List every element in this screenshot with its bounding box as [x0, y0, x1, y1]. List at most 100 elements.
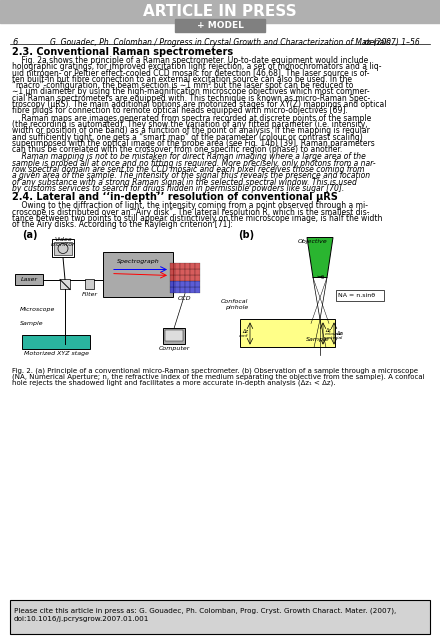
- Text: (b): (b): [238, 230, 254, 241]
- Text: (NA, Numerical Aperture; n, the refractive index of the medium separating the ob: (NA, Numerical Aperture; n, the refracti…: [12, 374, 425, 380]
- Bar: [185, 275, 190, 282]
- Text: Computer: Computer: [158, 346, 190, 351]
- Bar: [190, 264, 195, 269]
- Text: θ: θ: [321, 275, 324, 280]
- Bar: [175, 19, 265, 32]
- Text: (the recording is automated). They show the variation of any fitted parameter (i: (the recording is automated). They show …: [12, 120, 368, 129]
- Text: monitor: monitor: [51, 243, 75, 248]
- Bar: [185, 264, 190, 269]
- Text: of any substance with a strong Raman signal in the selected spectral window. Thi: of any substance with a strong Raman sig…: [12, 178, 357, 187]
- Text: width or position of one band) as a function of the point of analysis. If the ma: width or position of one band) as a func…: [12, 126, 370, 135]
- Bar: [170, 269, 175, 275]
- Bar: [170, 275, 175, 282]
- Bar: [180, 275, 185, 282]
- Bar: [195, 275, 200, 282]
- Text: Fig. 2a shows the principle of a Raman spectrometer. Up-to-date equipment would : Fig. 2a shows the principle of a Raman s…: [12, 56, 368, 65]
- Text: 2.4. Lateral and ‘‘in-depth’’ resolution of conventional μRS: 2.4. Lateral and ‘‘in-depth’’ resolution…: [12, 192, 338, 202]
- Bar: [180, 264, 185, 269]
- Text: coloured: coloured: [325, 333, 344, 337]
- Bar: [175, 275, 180, 282]
- Text: a given area of the sample. The intensity of the signal thus reveals the presenc: a given area of the sample. The intensit…: [12, 172, 370, 180]
- Bar: [175, 282, 180, 287]
- Bar: [175, 264, 180, 269]
- Bar: [165, 330, 183, 342]
- Bar: [336, 291, 384, 301]
- Bar: [190, 287, 195, 294]
- Text: can thus be correlated with the crossover from one specific region (phase) to an: can thus be correlated with the crossove…: [12, 145, 342, 154]
- Bar: [180, 287, 185, 294]
- Bar: [190, 275, 195, 282]
- Bar: [54, 243, 72, 255]
- Text: NA = n.sinθ: NA = n.sinθ: [338, 294, 375, 298]
- Text: ten built-in but fibre connection to an external excitation source can also be u: ten built-in but fibre connection to an …: [12, 75, 352, 84]
- Polygon shape: [307, 237, 333, 278]
- Text: Confocal: Confocal: [220, 300, 248, 305]
- Bar: [185, 287, 190, 294]
- Bar: [170, 264, 175, 269]
- Text: Laser: Laser: [20, 278, 37, 282]
- Text: of the Airy disks. According to the Rayleigh criterion [71]:: of the Airy disks. According to the Rayl…: [12, 220, 233, 229]
- Bar: [52, 239, 74, 257]
- Bar: [185, 282, 190, 287]
- Bar: [175, 287, 180, 294]
- Text: and sufficiently tight, one gets a “smart map” of the parameter (colour or contr: and sufficiently tight, one gets a “smar…: [12, 132, 363, 141]
- Text: ∼1 μm diameter by using the high-magnification microscope objectives which most : ∼1 μm diameter by using the high-magnifi…: [12, 88, 370, 97]
- Text: G. Gouadec, Ph. Colomban / Progress in Crystal Growth and Characterization of Ma: G. Gouadec, Ph. Colomban / Progress in C…: [50, 38, 390, 47]
- Text: Owing to the diffraction of light, the intensity coming from a point observed th: Owing to the diffraction of light, the i…: [12, 202, 368, 211]
- Text: superimposed with the optical image of the probe area (see Fig. 14b) [39]. Raman: superimposed with the optical image of t…: [12, 139, 375, 148]
- Bar: [60, 280, 70, 289]
- Bar: [15, 275, 43, 285]
- Text: croscope is distributed over an “Airy disk”. The lateral resolution R, which is : croscope is distributed over an “Airy di…: [12, 207, 370, 216]
- Text: + MODEL: + MODEL: [197, 21, 243, 30]
- Text: ARTICLE IN PRESS: ARTICLE IN PRESS: [143, 4, 297, 19]
- Bar: [0, 0, 440, 23]
- Text: Δz: Δz: [242, 329, 248, 334]
- Text: tance between two points to still appear distinctively on the microscope image, : tance between two points to still appear…: [12, 214, 382, 223]
- Bar: [190, 282, 195, 287]
- Text: sample is probed all at once and no fitting is required. More precisely, only ph: sample is probed all at once and no fitt…: [12, 159, 376, 168]
- Text: Video: Video: [54, 237, 72, 243]
- Bar: [10, 600, 430, 634]
- Text: conf: conf: [239, 335, 248, 339]
- Text: Sample: Sample: [306, 337, 330, 342]
- Text: Objective: Objective: [298, 239, 328, 244]
- Bar: [163, 328, 185, 344]
- Text: by customs services to search for drugs hidden in permissible powders like sugar: by customs services to search for drugs …: [12, 184, 344, 193]
- Bar: [195, 269, 200, 275]
- Text: cial Raman spectrometers are equipped with. This technique is known as micro-Ram: cial Raman spectrometers are equipped wi…: [12, 94, 370, 103]
- Text: CCD: CCD: [178, 296, 192, 301]
- Text: Fig. 2. (a) Principle of a conventional micro-Raman spectrometer. (b) Observatio: Fig. 2. (a) Principle of a conventional …: [12, 367, 418, 374]
- Text: Δz: Δz: [336, 331, 342, 336]
- Text: Spectrograph: Spectrograph: [117, 259, 159, 264]
- Text: xx (2007) 1–56: xx (2007) 1–56: [362, 38, 420, 47]
- Bar: [240, 319, 335, 348]
- Bar: [103, 253, 173, 298]
- Text: doi:10.1016/j.pcrysgrow.2007.01.001: doi:10.1016/j.pcrysgrow.2007.01.001: [14, 616, 149, 622]
- Text: 6: 6: [12, 38, 17, 47]
- Text: row spectral domain are sent to the CCD mosaic and each pixel receives those com: row spectral domain are sent to the CCD …: [12, 165, 364, 174]
- Text: fibre plugs for connection to remote optical heads equipped with micro-objective: fibre plugs for connection to remote opt…: [12, 106, 348, 115]
- Text: pinhole: pinhole: [225, 305, 248, 310]
- Text: Raman maps are images generated from spectra recorded at discrete points of the : Raman maps are images generated from spe…: [12, 114, 371, 123]
- Text: (a): (a): [22, 230, 37, 241]
- Bar: [22, 335, 90, 349]
- Bar: [175, 269, 180, 275]
- Text: Microscope: Microscope: [20, 307, 55, 312]
- Bar: [195, 287, 200, 294]
- Text: Δz: Δz: [325, 328, 331, 333]
- Bar: [195, 264, 200, 269]
- Text: holographic gratings, for improved excitation light rejection, a set of monochro: holographic gratings, for improved excit…: [12, 62, 381, 71]
- Text: 2.3. Conventional Raman spectrometers: 2.3. Conventional Raman spectrometers: [12, 47, 233, 57]
- Bar: [180, 282, 185, 287]
- Bar: [180, 269, 185, 275]
- Text: Motorized XYZ stage: Motorized XYZ stage: [23, 351, 88, 356]
- Bar: [195, 282, 200, 287]
- Text: Please cite this article in press as: G. Gouadec, Ph. Colomban, Prog. Cryst. Gro: Please cite this article in press as: G.…: [14, 608, 396, 614]
- Text: Raman mapping is not to be mistaken for direct Raman imaging where a large area : Raman mapping is not to be mistaken for …: [12, 152, 366, 161]
- Text: material: material: [325, 337, 343, 340]
- Text: troscopy (μRS). The main additional options are motorized stages for XY(Z) mappi: troscopy (μRS). The main additional opti…: [12, 100, 386, 109]
- Text: Filter: Filter: [81, 292, 98, 298]
- Text: “macro”-configuration, the beam section is ∼1 mm² but the laser spot can be redu: “macro”-configuration, the beam section …: [12, 81, 353, 90]
- Bar: [85, 280, 94, 289]
- Text: hole rejects the shadowed light and facilitates a more accurate in-depth analysi: hole rejects the shadowed light and faci…: [12, 380, 335, 386]
